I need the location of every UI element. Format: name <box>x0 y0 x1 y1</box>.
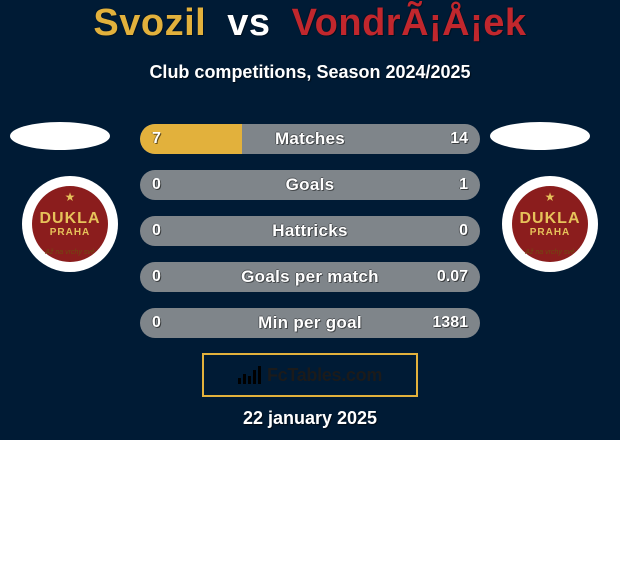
avatar-placeholder-left <box>10 122 110 150</box>
subtitle: Club competitions, Season 2024/2025 <box>0 62 620 83</box>
stat-label: Hattricks <box>140 216 480 246</box>
club-badge-left: ★ DUKLA PRAHA Až na vrchy své <box>22 176 118 272</box>
stat-row: 00Hattricks <box>140 216 480 246</box>
stat-label: Min per goal <box>140 308 480 338</box>
badge-left-line1: DUKLA <box>40 211 101 227</box>
badge-star-icon: ★ <box>65 190 76 204</box>
snapshot-date: 22 january 2025 <box>0 408 620 429</box>
stat-row: 01Goals <box>140 170 480 200</box>
title-player-left: Svozil <box>93 2 206 44</box>
badge-right-line2: PRAHA <box>530 228 571 238</box>
badge-left-line2: PRAHA <box>50 228 91 238</box>
title-player-right: VondrÃ¡Å¡ek <box>292 2 527 44</box>
club-badge-right: ★ DUKLA PRAHA Až na vrchy své <box>502 176 598 272</box>
logo-text: FcTables.com <box>267 365 382 386</box>
badge-left-script: Až na vrchy své <box>45 249 94 256</box>
stat-row: 714Matches <box>140 124 480 154</box>
stat-label: Matches <box>140 124 480 154</box>
badge-star-icon: ★ <box>545 190 556 204</box>
stat-row: 00.07Goals per match <box>140 262 480 292</box>
fctables-logo: FcTables.com <box>202 353 418 397</box>
title-vs: vs <box>227 2 270 44</box>
badge-right-script: Až na vrchy své <box>525 249 574 256</box>
stat-row: 01381Min per goal <box>140 308 480 338</box>
stat-label: Goals <box>140 170 480 200</box>
stat-label: Goals per match <box>140 262 480 292</box>
page-title: Svozil vs VondrÃ¡Å¡ek <box>0 2 620 45</box>
badge-right-line1: DUKLA <box>520 211 581 227</box>
stat-bars: 714Matches 01Goals 00Hattricks 00.07Goals p… <box>140 124 480 354</box>
logo-bar-chart-icon <box>238 366 261 384</box>
avatar-placeholder-right <box>490 122 590 150</box>
